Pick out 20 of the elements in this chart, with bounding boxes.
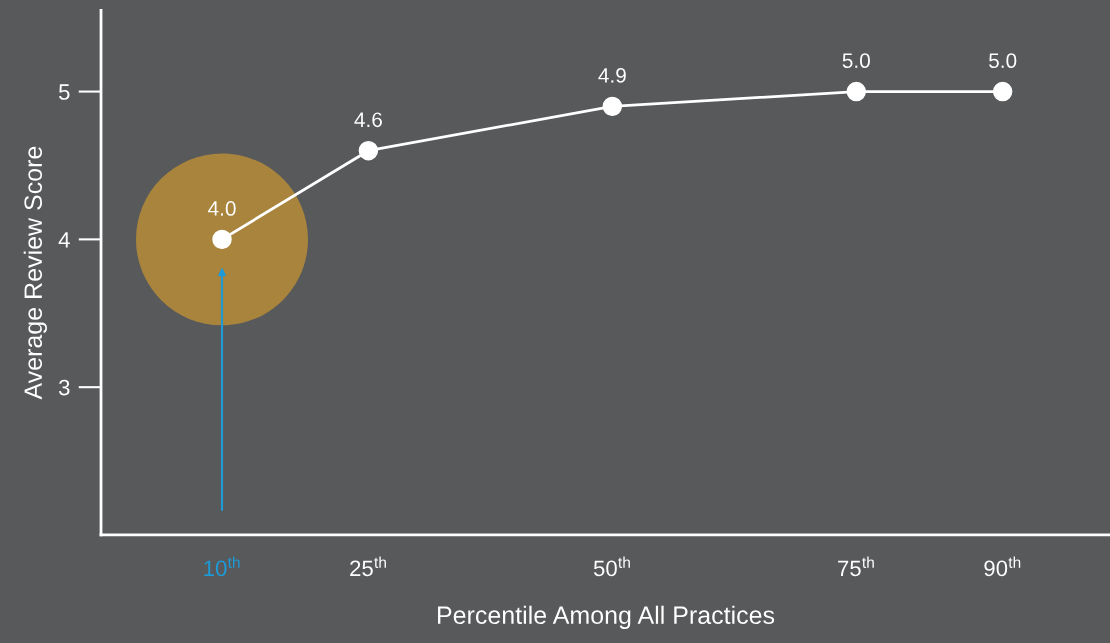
x-tick-label: 10$^{th}$ — [204, 556, 240, 577]
point — [602, 96, 623, 117]
x-tick-label: 50$^{th}$ — [593, 556, 630, 577]
y-axis-title: Average Review Score — [23, 146, 47, 400]
x-tick-label: 75$^{th}$ — [838, 556, 874, 577]
point — [846, 81, 867, 102]
data-label: 4.6 — [354, 112, 382, 128]
point — [212, 229, 232, 250]
x-tick-label: 90$^{th}$ — [984, 556, 1021, 577]
y-tick-label: 3 — [58, 379, 70, 396]
data-label: 4.9 — [598, 68, 626, 83]
data-label: 4.0 — [208, 201, 236, 216]
data-label: 5.0 — [989, 53, 1017, 69]
y-tick-label: 4 — [58, 232, 70, 248]
y-tick-label: 5 — [58, 84, 70, 100]
data-label: 5.0 — [842, 53, 870, 69]
x-axis-title: Percentile Among All Practices — [438, 605, 775, 629]
point — [358, 140, 379, 161]
x-tick-label: 25$^{th}$ — [350, 556, 386, 577]
point — [992, 81, 1013, 102]
